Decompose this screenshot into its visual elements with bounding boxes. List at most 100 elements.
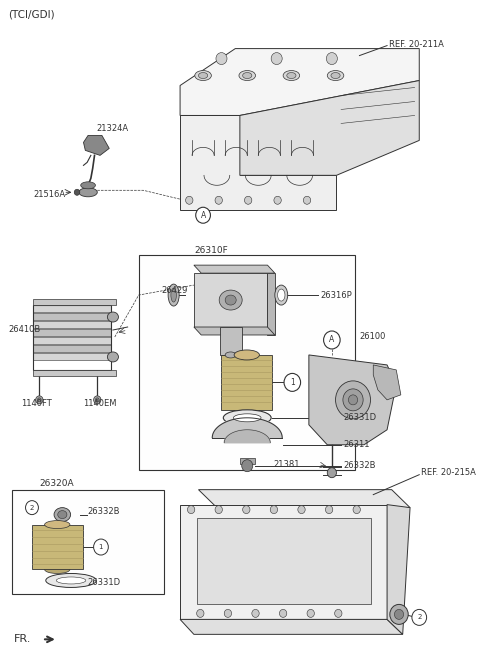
Circle shape: [325, 506, 333, 514]
Polygon shape: [198, 489, 410, 508]
FancyBboxPatch shape: [33, 370, 116, 376]
Circle shape: [307, 609, 314, 617]
Circle shape: [242, 460, 253, 472]
Text: 26332B: 26332B: [343, 461, 375, 470]
Circle shape: [74, 190, 80, 195]
Text: REF. 20-215A: REF. 20-215A: [421, 468, 476, 477]
FancyBboxPatch shape: [12, 489, 164, 594]
FancyBboxPatch shape: [32, 525, 83, 569]
Text: A: A: [329, 335, 335, 344]
FancyBboxPatch shape: [240, 458, 254, 464]
Circle shape: [94, 539, 108, 555]
Ellipse shape: [46, 573, 96, 588]
Circle shape: [324, 331, 340, 349]
Ellipse shape: [277, 289, 285, 301]
Polygon shape: [84, 135, 109, 155]
Ellipse shape: [219, 290, 242, 310]
Text: A: A: [201, 211, 206, 220]
Ellipse shape: [168, 284, 179, 306]
Ellipse shape: [198, 73, 208, 79]
Ellipse shape: [348, 395, 358, 405]
FancyBboxPatch shape: [139, 255, 355, 470]
Ellipse shape: [223, 410, 271, 426]
FancyBboxPatch shape: [33, 299, 116, 305]
Circle shape: [303, 196, 311, 204]
FancyBboxPatch shape: [33, 353, 111, 360]
Circle shape: [390, 604, 408, 625]
Ellipse shape: [225, 295, 236, 305]
Circle shape: [284, 373, 300, 392]
Ellipse shape: [327, 71, 344, 81]
Circle shape: [196, 207, 210, 223]
Ellipse shape: [234, 350, 259, 360]
Polygon shape: [373, 365, 401, 400]
Text: 26320A: 26320A: [39, 479, 74, 488]
Text: 26331D: 26331D: [87, 578, 120, 587]
Ellipse shape: [58, 510, 67, 519]
Polygon shape: [224, 430, 270, 443]
Circle shape: [94, 396, 101, 404]
Polygon shape: [197, 518, 372, 604]
Text: REF. 20-211A: REF. 20-211A: [389, 40, 444, 49]
Circle shape: [242, 506, 250, 514]
Circle shape: [326, 52, 337, 64]
Text: 1140EM: 1140EM: [84, 400, 117, 408]
Ellipse shape: [108, 312, 119, 322]
Text: 26410B: 26410B: [8, 325, 40, 335]
Text: 21324A: 21324A: [96, 124, 129, 133]
Circle shape: [197, 609, 204, 617]
Ellipse shape: [233, 414, 261, 422]
Text: 26100: 26100: [360, 333, 386, 342]
Polygon shape: [180, 504, 387, 619]
Ellipse shape: [331, 73, 340, 79]
FancyBboxPatch shape: [33, 337, 111, 344]
Circle shape: [271, 52, 282, 64]
Circle shape: [96, 398, 99, 402]
Text: 1140FT: 1140FT: [21, 400, 52, 408]
Polygon shape: [194, 265, 275, 273]
Circle shape: [353, 506, 360, 514]
Polygon shape: [180, 49, 419, 115]
Text: 26311: 26311: [343, 440, 370, 449]
Ellipse shape: [283, 71, 300, 81]
Circle shape: [36, 396, 43, 404]
FancyBboxPatch shape: [33, 305, 111, 312]
Circle shape: [274, 196, 281, 204]
Text: 1: 1: [99, 544, 103, 550]
Text: (TCI/GDI): (TCI/GDI): [8, 10, 55, 20]
Circle shape: [279, 609, 287, 617]
Circle shape: [270, 506, 277, 514]
Polygon shape: [387, 504, 410, 634]
Circle shape: [335, 609, 342, 617]
Text: 26310F: 26310F: [194, 245, 228, 255]
Polygon shape: [267, 273, 275, 335]
Ellipse shape: [171, 288, 176, 302]
Circle shape: [298, 506, 305, 514]
Circle shape: [215, 196, 222, 204]
Circle shape: [395, 609, 404, 619]
Ellipse shape: [239, 71, 255, 81]
Ellipse shape: [54, 508, 71, 522]
FancyBboxPatch shape: [220, 327, 242, 355]
Polygon shape: [194, 327, 275, 335]
Text: 26316P: 26316P: [320, 291, 352, 300]
FancyBboxPatch shape: [33, 345, 111, 352]
Text: 26332B: 26332B: [87, 507, 120, 516]
Circle shape: [327, 468, 336, 478]
Ellipse shape: [343, 389, 363, 411]
Text: 26331D: 26331D: [343, 413, 376, 422]
Ellipse shape: [79, 188, 97, 197]
FancyBboxPatch shape: [33, 313, 111, 320]
Circle shape: [25, 501, 38, 514]
Ellipse shape: [225, 352, 236, 358]
Text: FR.: FR.: [13, 634, 31, 644]
Circle shape: [37, 398, 41, 402]
Polygon shape: [180, 115, 336, 211]
Ellipse shape: [45, 565, 70, 573]
Circle shape: [224, 609, 231, 617]
Text: 26429: 26429: [162, 285, 188, 295]
Circle shape: [186, 196, 193, 204]
FancyBboxPatch shape: [221, 355, 272, 410]
Polygon shape: [194, 273, 267, 327]
Polygon shape: [180, 619, 403, 634]
